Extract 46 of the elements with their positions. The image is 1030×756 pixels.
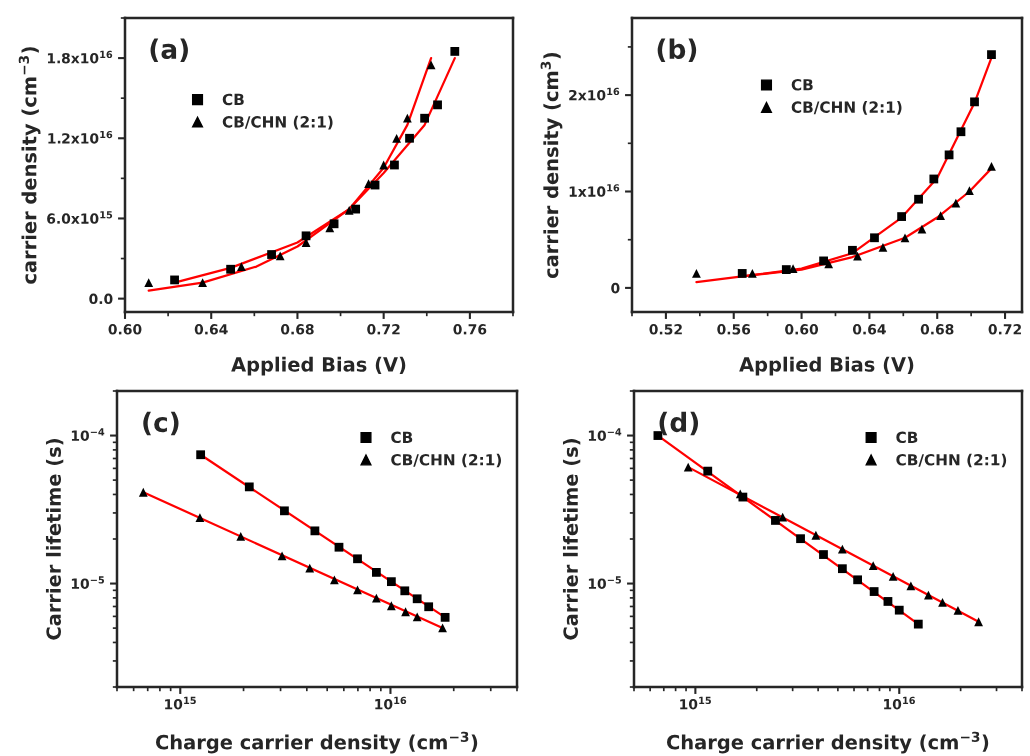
x-tick-label: 0.72 xyxy=(988,324,1021,335)
y-axis-title: Carrier lifetime (s) xyxy=(562,439,581,640)
annotation: (b) xyxy=(657,38,697,63)
x-tick-label: 0.76 xyxy=(453,324,487,335)
x-tick-label: 0.64 xyxy=(194,324,228,335)
x-tick-label: 0.60 xyxy=(108,324,142,335)
x-axis-title: Applied Bias (V) xyxy=(231,356,406,376)
x-tick-label: 0.68 xyxy=(280,324,314,335)
y-tick-label: 1.8x10$^{16}$ xyxy=(47,50,113,64)
legend-label: CB xyxy=(391,431,413,444)
y-tick-label: 0.0 xyxy=(89,293,113,305)
y-axis-title: Carrier lifetime (s) xyxy=(45,439,64,640)
y-tick-label: 2x10$^{16}$ xyxy=(569,87,620,101)
annotation: (a) xyxy=(150,38,188,63)
legend-label: CB xyxy=(222,93,244,106)
x-tick-label: 0.52 xyxy=(649,324,682,335)
y-axis-title: carrier density (cm$^{3}$) xyxy=(540,52,563,279)
x-tick-label: 0.72 xyxy=(367,324,400,335)
y-tick-label: 1x10$^{16}$ xyxy=(569,184,620,197)
legend-label: CB/CHN (2:1) xyxy=(391,453,501,468)
y-tick-label: 0 xyxy=(611,282,620,294)
y-tick-label: 6.0x10$^{15}$ xyxy=(47,211,113,224)
y-tick-label: 1.2x10$^{16}$ xyxy=(48,130,113,144)
legend-label: CB xyxy=(896,431,918,444)
y-tick-label: 10$^{−5}$ xyxy=(588,576,622,589)
y-tick-label: 10$^{−5}$ xyxy=(71,576,105,589)
y-tick-label: 10$^{−4}$ xyxy=(588,428,622,441)
y-axis-title: carrier density (cm$^{−3}$) xyxy=(18,47,41,284)
x-tick-label: 10$^{16}$ xyxy=(375,696,407,710)
x-tick-label: 10$^{15}$ xyxy=(680,696,711,710)
x-tick-label: 10$^{15}$ xyxy=(165,696,196,710)
x-tick-label: 10$^{16}$ xyxy=(884,696,915,710)
x-tick-label: 0.56 xyxy=(717,324,751,335)
x-tick-label: 0.64 xyxy=(852,324,886,335)
x-axis-title: Charge carrier density (cm$^{−3}$) xyxy=(667,731,989,754)
legend-label: CB/CHN (2:1) xyxy=(791,101,902,115)
legend-label: CB/CHN (2:1) xyxy=(896,453,1007,468)
annotation: (d) xyxy=(659,411,699,436)
x-axis-title: Applied Bias (V) xyxy=(739,356,914,376)
x-axis-title: Charge carrier density (cm$^{−3}$) xyxy=(156,731,478,754)
legend-label: CB/CHN (2:1) xyxy=(222,115,333,130)
annotation: (c) xyxy=(143,411,179,436)
x-tick-label: 0.68 xyxy=(920,324,954,335)
y-tick-label: 10$^{−4}$ xyxy=(71,428,105,441)
x-tick-label: 0.60 xyxy=(785,324,819,335)
legend-label: CB xyxy=(791,78,813,91)
